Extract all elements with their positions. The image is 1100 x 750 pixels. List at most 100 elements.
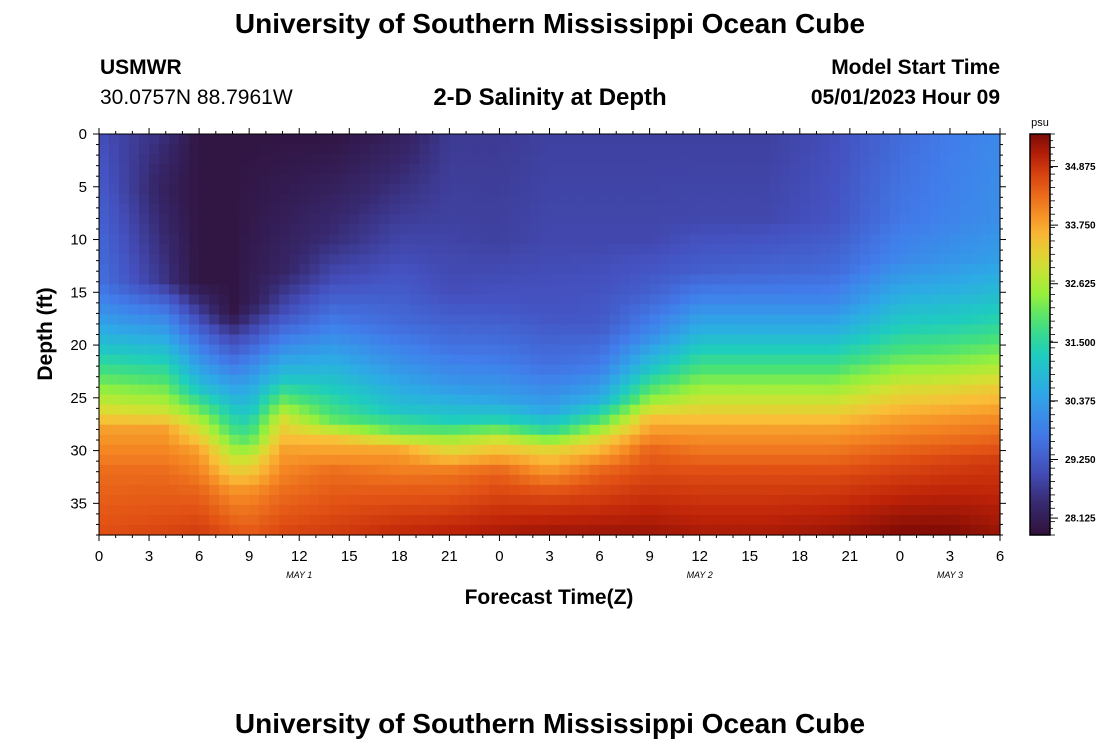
heatmap-cell [809,444,821,456]
heatmap-cell [979,404,991,416]
heatmap-cell [729,434,741,446]
heatmap-cell [899,274,911,285]
heatmap-cell [209,304,220,316]
heatmap-cell [789,274,801,285]
heatmap-cell [319,494,330,506]
heatmap-cell [479,504,491,516]
heatmap-cell [709,424,721,436]
heatmap-cell [639,364,651,376]
heatmap-cell [439,184,450,195]
heatmap-cell [179,384,190,396]
heatmap-cell [299,364,310,376]
heatmap-cell [429,154,440,165]
heatmap-cell [969,474,981,486]
heatmap-cell [589,494,601,506]
heatmap-cell [359,164,370,175]
heatmap-cell [829,304,841,316]
heatmap-cell [479,194,491,205]
heatmap-cell [809,384,821,396]
heatmap-cell [379,144,390,155]
heatmap-cell [349,214,360,225]
heatmap-cell [399,324,410,336]
heatmap-cell [339,334,350,346]
heatmap-cell [119,244,130,255]
heatmap-cell [709,374,721,386]
heatmap-cell [589,524,601,536]
heatmap-cell [249,274,260,285]
heatmap-cell [829,204,841,215]
heatmap-cell [449,254,460,265]
heatmap-cell [989,274,1001,285]
heatmap-cell [719,184,731,195]
heatmap-cell [939,494,951,506]
y-tick-label: 10 [70,232,87,249]
heatmap-cell [499,404,511,416]
heatmap-cell [799,194,811,205]
heatmap-cell [359,514,370,526]
heatmap-cell [389,294,400,306]
heatmap-cell [549,514,561,526]
heatmap-cell [259,454,270,466]
heatmap-cell [749,274,761,285]
heatmap-cell [409,474,420,486]
heatmap-cell [359,244,370,255]
heatmap-cell [349,424,360,436]
heatmap-cell [499,504,511,516]
heatmap-cell [299,474,310,486]
heatmap-cell [779,494,791,506]
heatmap-cell [119,224,130,235]
heatmap-cell [919,224,931,235]
heatmap-cell [209,314,220,326]
heatmap-cell [719,234,731,245]
heatmap-cell [789,284,801,295]
heatmap-cell [819,514,831,526]
heatmap-cell [569,214,581,225]
heatmap-cell [759,474,771,486]
heatmap-cell [399,284,410,295]
heatmap-cell [949,134,961,145]
heatmap-cell [379,214,390,225]
heatmap-cell [859,374,871,386]
heatmap-cell [439,494,450,506]
heatmap-cell [249,424,260,436]
heatmap-cell [579,504,591,516]
heatmap-cell [499,354,511,366]
heatmap-cell [649,434,661,446]
heatmap-cell [989,404,1001,416]
heatmap-cell [899,264,911,275]
heatmap-cell [99,244,110,255]
heatmap-cell [799,264,811,275]
heatmap-cell [229,414,240,426]
heatmap-cell [159,244,170,255]
heatmap-cell [509,194,521,205]
heatmap-cell [589,334,601,346]
heatmap-cell [269,304,280,316]
heatmap-cell [829,254,841,265]
heatmap-cell [829,184,841,195]
heatmap-cell [579,194,591,205]
heatmap-cell [969,314,981,326]
heatmap-cell [349,174,360,185]
heatmap-cell [949,444,961,456]
heatmap-cell [839,434,851,446]
heatmap-cell [319,204,330,215]
heatmap-cell [199,304,210,316]
heatmap-cell [889,384,901,396]
heatmap-cell [859,234,871,245]
heatmap-cell [859,174,871,185]
heatmap-cell [449,414,460,426]
heatmap-cell [589,134,601,145]
heatmap-cell [569,174,581,185]
heatmap-cell [169,174,180,185]
heatmap-cell [909,234,921,245]
heatmap-cell [299,274,310,285]
heatmap-cell [279,304,290,316]
heatmap-cell [749,264,761,275]
heatmap-cell [359,524,370,536]
heatmap-cell [419,344,430,356]
heatmap-cell [169,494,180,506]
heatmap-cell [909,184,921,195]
heatmap-cell [829,214,841,225]
heatmap-cell [299,184,310,195]
heatmap-cell [169,504,180,516]
